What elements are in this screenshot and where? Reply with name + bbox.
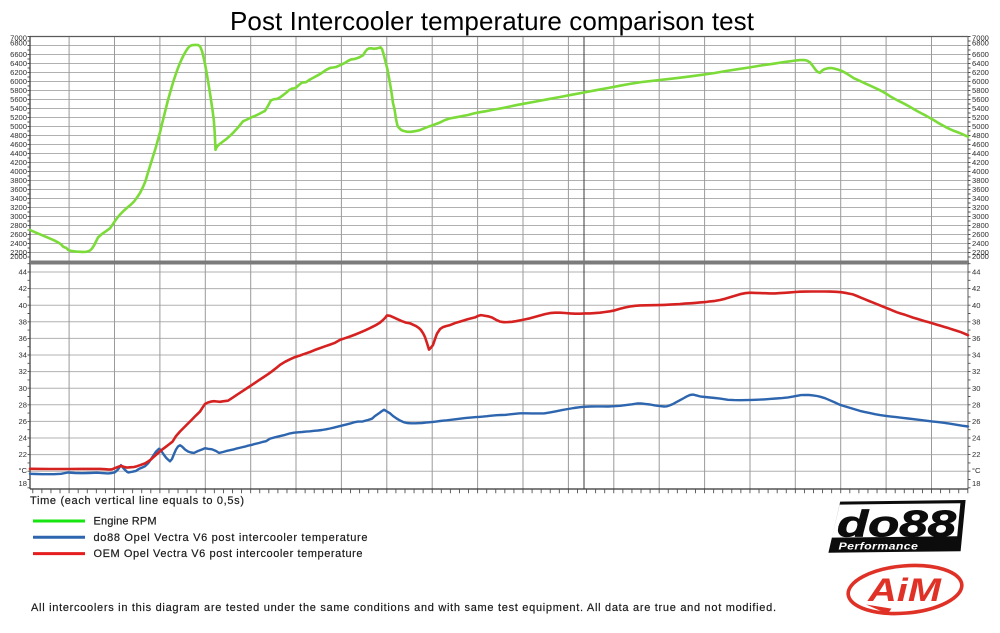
svg-text:do88: do88 bbox=[837, 503, 956, 545]
svg-text:24: 24 bbox=[972, 434, 980, 443]
svg-text:do88 Opel Vectra V6 post inter: do88 Opel Vectra V6 post intercooler tem… bbox=[94, 532, 368, 544]
svg-text:24: 24 bbox=[19, 434, 27, 443]
svg-text:18: 18 bbox=[972, 479, 980, 488]
svg-text:6000: 6000 bbox=[10, 77, 27, 86]
svg-text:5200: 5200 bbox=[10, 113, 27, 122]
svg-text:6600: 6600 bbox=[10, 50, 27, 59]
svg-text:28: 28 bbox=[19, 400, 27, 409]
svg-text:5600: 5600 bbox=[972, 95, 989, 104]
svg-text:°C: °C bbox=[972, 466, 981, 475]
svg-text:6000: 6000 bbox=[972, 77, 989, 86]
svg-text:36: 36 bbox=[972, 334, 980, 343]
svg-text:5400: 5400 bbox=[10, 104, 27, 113]
svg-text:34: 34 bbox=[19, 351, 27, 360]
svg-text:2000: 2000 bbox=[10, 252, 27, 261]
svg-text:AiM: AiM bbox=[867, 572, 942, 608]
svg-text:3600: 3600 bbox=[972, 185, 989, 194]
svg-text:30: 30 bbox=[19, 384, 27, 393]
svg-text:Engine RPM: Engine RPM bbox=[94, 516, 157, 528]
svg-text:2800: 2800 bbox=[10, 221, 27, 230]
svg-text:6400: 6400 bbox=[10, 59, 27, 68]
svg-text:5200: 5200 bbox=[972, 113, 989, 122]
svg-text:Time (each vertical line equal: Time (each vertical line equals to 0,5s) bbox=[30, 495, 244, 507]
svg-text:5800: 5800 bbox=[972, 86, 989, 95]
svg-text:40: 40 bbox=[972, 301, 980, 310]
svg-text:26: 26 bbox=[972, 417, 980, 426]
svg-text:38: 38 bbox=[972, 317, 980, 326]
svg-text:4000: 4000 bbox=[10, 167, 27, 176]
svg-text:3200: 3200 bbox=[972, 203, 989, 212]
svg-text:28: 28 bbox=[972, 400, 980, 409]
svg-text:2400: 2400 bbox=[10, 239, 27, 248]
svg-text:2000: 2000 bbox=[972, 252, 989, 261]
svg-text:36: 36 bbox=[19, 334, 27, 343]
svg-text:32: 32 bbox=[972, 367, 980, 376]
svg-text:22: 22 bbox=[19, 450, 27, 459]
svg-text:6800: 6800 bbox=[10, 39, 27, 48]
svg-text:4800: 4800 bbox=[972, 131, 989, 140]
svg-text:6600: 6600 bbox=[972, 50, 989, 59]
svg-text:5600: 5600 bbox=[10, 95, 27, 104]
svg-text:7000: 7000 bbox=[972, 34, 989, 43]
svg-text:6200: 6200 bbox=[10, 68, 27, 77]
svg-text:3000: 3000 bbox=[10, 212, 27, 221]
svg-text:4400: 4400 bbox=[972, 149, 989, 158]
svg-text:5400: 5400 bbox=[972, 104, 989, 113]
svg-text:3400: 3400 bbox=[972, 194, 989, 203]
svg-text:6400: 6400 bbox=[972, 59, 989, 68]
svg-text:3400: 3400 bbox=[10, 194, 27, 203]
svg-text:32: 32 bbox=[19, 367, 27, 376]
svg-text:38: 38 bbox=[19, 317, 27, 326]
svg-text:OEM Opel Vectra V6 post interc: OEM Opel Vectra V6 post intercooler temp… bbox=[94, 548, 363, 560]
svg-text:3200: 3200 bbox=[10, 203, 27, 212]
svg-text:2600: 2600 bbox=[10, 230, 27, 239]
svg-text:All intercoolers in this diagr: All intercoolers in this diagram are tes… bbox=[31, 602, 776, 614]
svg-text:2200: 2200 bbox=[10, 248, 27, 257]
svg-text:40: 40 bbox=[19, 301, 27, 310]
svg-text:Performance: Performance bbox=[839, 542, 919, 553]
svg-text:3000: 3000 bbox=[972, 212, 989, 221]
svg-text:4200: 4200 bbox=[10, 158, 27, 167]
svg-text:4200: 4200 bbox=[972, 158, 989, 167]
svg-text:22: 22 bbox=[972, 450, 980, 459]
svg-text:Post Intercooler temperature c: Post Intercooler temperature comparison … bbox=[230, 6, 755, 36]
svg-text:7000: 7000 bbox=[10, 34, 27, 43]
svg-text:3800: 3800 bbox=[10, 176, 27, 185]
svg-text:42: 42 bbox=[19, 284, 27, 293]
svg-text:4000: 4000 bbox=[972, 167, 989, 176]
svg-text:4400: 4400 bbox=[10, 149, 27, 158]
svg-text:5800: 5800 bbox=[10, 86, 27, 95]
svg-text:5000: 5000 bbox=[10, 122, 27, 131]
svg-text:6800: 6800 bbox=[972, 39, 989, 48]
svg-text:3800: 3800 bbox=[972, 176, 989, 185]
svg-text:44: 44 bbox=[19, 268, 27, 277]
svg-text:30: 30 bbox=[972, 384, 980, 393]
svg-text:2400: 2400 bbox=[972, 239, 989, 248]
svg-text:°C: °C bbox=[18, 466, 27, 475]
svg-text:5000: 5000 bbox=[972, 122, 989, 131]
svg-text:4800: 4800 bbox=[10, 131, 27, 140]
svg-text:3600: 3600 bbox=[10, 185, 27, 194]
svg-text:18: 18 bbox=[19, 479, 27, 488]
svg-text:4600: 4600 bbox=[10, 140, 27, 149]
svg-text:6200: 6200 bbox=[972, 68, 989, 77]
svg-text:2800: 2800 bbox=[972, 221, 989, 230]
svg-text:44: 44 bbox=[972, 268, 980, 277]
svg-text:26: 26 bbox=[19, 417, 27, 426]
svg-text:2600: 2600 bbox=[972, 230, 989, 239]
svg-text:34: 34 bbox=[972, 351, 980, 360]
svg-text:42: 42 bbox=[972, 284, 980, 293]
svg-text:2200: 2200 bbox=[972, 248, 989, 257]
svg-text:4600: 4600 bbox=[972, 140, 989, 149]
